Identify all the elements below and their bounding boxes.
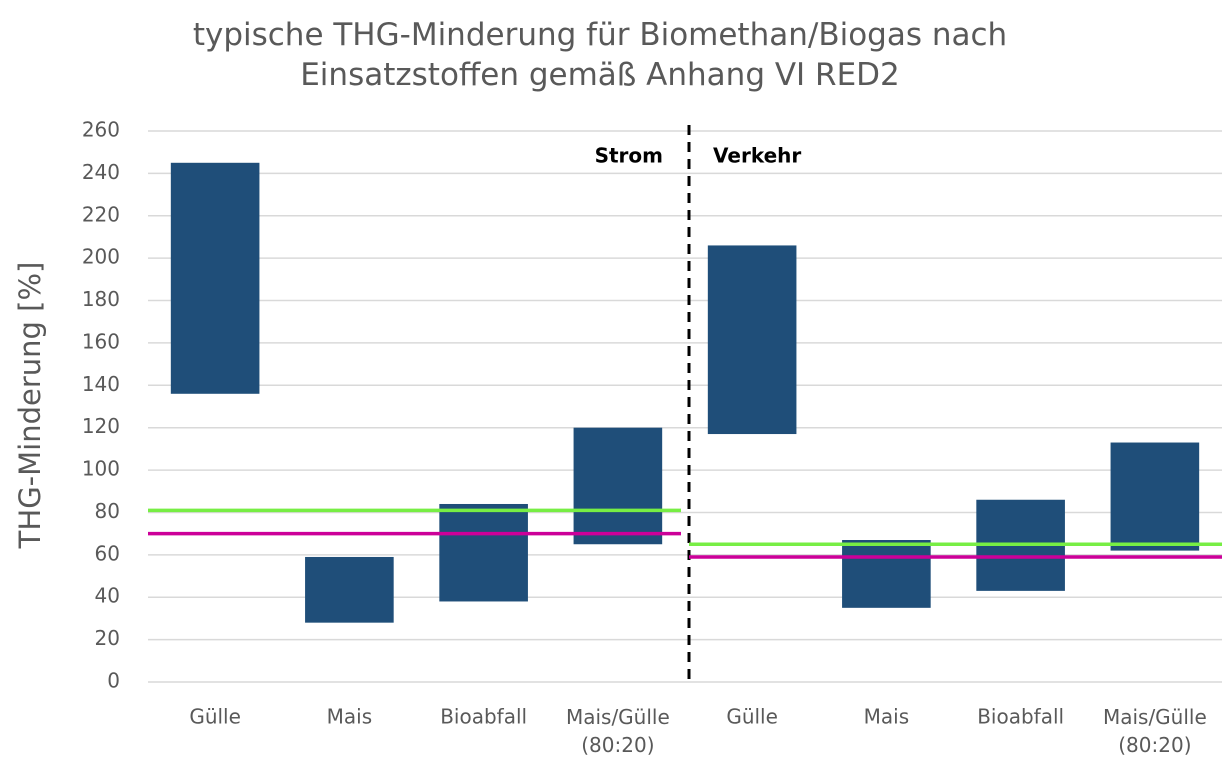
y-tick-label: 20	[95, 626, 120, 650]
y-axis-label: THG-Minderung [%]	[13, 262, 47, 550]
y-tick-label: 220	[82, 202, 120, 226]
chart-title: typische THG-Minderung für Biomethan/Bio…	[193, 17, 1007, 93]
y-tick-label: 140	[82, 372, 120, 396]
y-tick-label: 40	[95, 584, 120, 608]
x-tick-label: Mais/Gülle (80:20)	[566, 705, 670, 757]
x-tick-label: Gülle	[189, 705, 241, 729]
bar	[439, 503, 528, 602]
y-tick-label: 120	[82, 414, 120, 438]
y-tick-label: 80	[95, 499, 120, 523]
y-tick-label: 0	[107, 669, 120, 693]
bar	[170, 162, 260, 394]
section-label: Strom	[595, 144, 663, 168]
x-tick-label: Gülle	[726, 705, 778, 729]
bar	[842, 540, 931, 608]
x-tick-label: Mais/Gülle (80:20)	[1103, 705, 1207, 757]
bar	[707, 245, 797, 435]
y-tick-label: 200	[82, 245, 120, 269]
x-tick-label: Bioabfall	[440, 705, 527, 729]
bar	[305, 556, 394, 623]
section-label: Verkehr	[713, 144, 801, 168]
bar	[1110, 442, 1200, 551]
x-tick-label: Bioabfall	[977, 705, 1064, 729]
y-tick-label: 100	[82, 457, 120, 481]
x-tick-label: Mais	[327, 705, 373, 729]
bar	[573, 427, 663, 545]
y-tick-label: 260	[82, 118, 120, 142]
y-tick-label: 240	[82, 160, 120, 184]
y-tick-label: 60	[95, 541, 120, 565]
x-tick-label: Mais	[864, 705, 910, 729]
y-tick-label: 180	[82, 287, 120, 311]
y-tick-label: 160	[82, 329, 120, 353]
